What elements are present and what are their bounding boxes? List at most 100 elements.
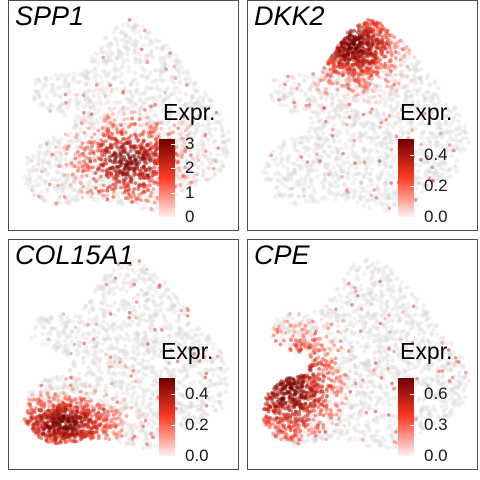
expressing-cell — [107, 106, 112, 111]
background-cell — [31, 154, 36, 159]
background-cell — [398, 116, 403, 122]
background-cell — [100, 301, 106, 306]
background-cell — [194, 100, 199, 106]
background-cell — [83, 74, 89, 79]
background-cell — [315, 135, 320, 140]
background-cell — [155, 97, 160, 103]
background-cell — [188, 99, 193, 105]
background-cell — [213, 138, 218, 143]
background-cell — [140, 358, 145, 363]
expressing-cell — [365, 38, 369, 42]
background-cell — [448, 174, 453, 179]
expressing-cell — [131, 166, 135, 171]
expressing-cell — [353, 34, 358, 39]
background-cell — [419, 78, 424, 83]
expressing-cell — [126, 191, 131, 196]
background-cell — [177, 326, 182, 331]
background-cell — [101, 284, 106, 290]
background-cell — [386, 195, 392, 201]
background-cell — [89, 54, 94, 60]
background-cell — [434, 108, 439, 113]
expressing-cell — [127, 187, 131, 192]
expressing-cell — [110, 112, 115, 117]
expressing-cell — [74, 135, 78, 140]
background-cell — [368, 135, 373, 141]
expressing-cell — [378, 62, 383, 67]
background-cell — [356, 156, 361, 161]
background-cell — [176, 163, 181, 168]
background-cell — [39, 196, 45, 201]
expressing-cell — [370, 107, 374, 112]
background-cell — [363, 156, 368, 161]
background-cell — [81, 331, 86, 336]
expressing-cell — [133, 110, 137, 114]
background-cell — [422, 183, 428, 189]
background-cell — [296, 148, 301, 153]
background-cell — [50, 326, 55, 331]
background-cell — [349, 152, 354, 158]
background-cell — [212, 399, 217, 404]
background-cell — [388, 173, 393, 178]
background-cell — [62, 344, 67, 349]
background-cell — [26, 168, 32, 173]
expressing-cell — [114, 168, 119, 173]
background-cell — [432, 170, 437, 175]
background-cell — [355, 171, 360, 177]
background-cell — [377, 176, 382, 181]
expressing-cell — [119, 144, 124, 149]
background-cell — [303, 91, 308, 96]
background-cell — [165, 95, 171, 100]
expressing-cell — [68, 182, 73, 187]
expressing-cell — [364, 25, 368, 30]
expressing-cell — [307, 103, 312, 107]
background-cell — [416, 99, 421, 105]
background-cell — [144, 54, 149, 59]
background-cell — [448, 110, 453, 116]
background-cell — [90, 305, 95, 310]
background-cell — [287, 154, 292, 159]
background-cell — [169, 109, 175, 115]
background-cell — [409, 91, 414, 96]
background-cell — [333, 197, 339, 202]
expressing-cell — [90, 144, 95, 149]
expressing-cell — [121, 148, 125, 153]
expressing-cell — [188, 123, 193, 128]
background-cell — [152, 68, 158, 73]
expressing-cell — [143, 167, 147, 171]
background-cell — [114, 56, 120, 61]
background-cell — [363, 120, 369, 125]
background-cell — [60, 163, 65, 168]
expressing-cell — [92, 139, 97, 144]
background-cell — [119, 66, 124, 71]
background-cell — [349, 124, 354, 130]
background-cell — [433, 139, 438, 144]
background-cell — [215, 152, 220, 157]
background-cell — [178, 97, 184, 103]
background-cell — [386, 195, 392, 200]
background-cell — [265, 176, 270, 181]
background-cell — [202, 386, 208, 391]
background-cell — [150, 370, 156, 375]
background-cell — [136, 379, 142, 384]
expressing-cell — [93, 171, 98, 176]
background-cell — [457, 113, 462, 118]
background-cell — [35, 162, 41, 167]
expressing-cell — [134, 160, 138, 165]
background-cell — [198, 413, 204, 418]
background-cell — [351, 180, 356, 186]
background-cell — [331, 108, 336, 113]
background-cell — [336, 114, 341, 119]
background-cell — [353, 151, 358, 156]
background-cell — [175, 400, 180, 406]
background-cell — [386, 192, 391, 197]
background-cell — [402, 58, 408, 63]
background-cell — [46, 105, 52, 110]
background-cell — [409, 94, 414, 99]
background-cell — [96, 91, 101, 97]
background-cell — [85, 76, 91, 82]
expressing-cell — [98, 145, 103, 149]
background-cell — [432, 160, 437, 166]
background-cell — [56, 105, 61, 111]
background-cell — [267, 178, 273, 183]
background-cell — [26, 156, 31, 161]
